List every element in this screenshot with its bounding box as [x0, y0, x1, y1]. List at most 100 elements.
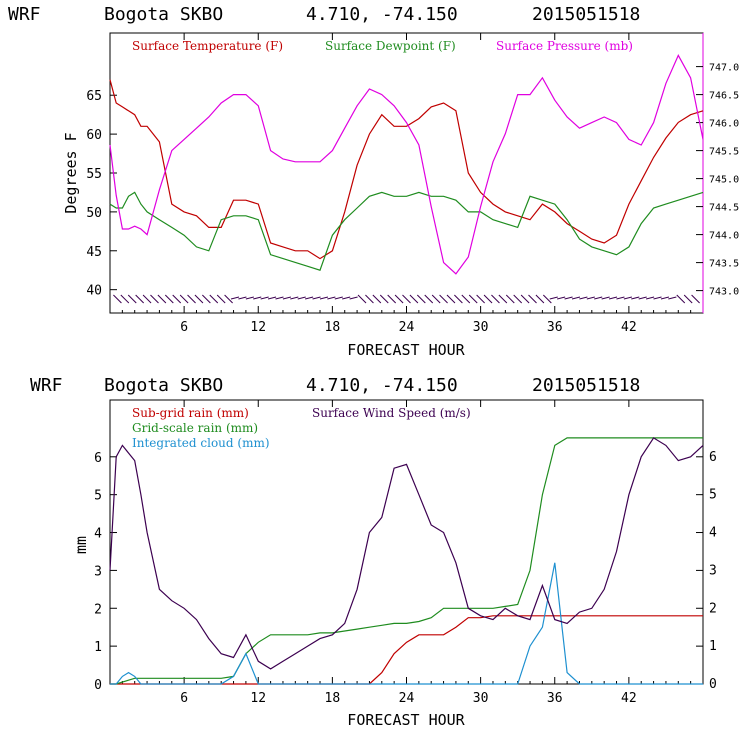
chart-1-series: [109, 54, 704, 275]
chart-2-y2tick-label: 3: [709, 563, 717, 578]
wind-barb: [365, 294, 374, 304]
series-cloud-line: [110, 562, 703, 685]
chart-2-y2tick-label: 2: [709, 601, 717, 616]
wind-barb: [491, 294, 500, 304]
wind-barb: [631, 296, 640, 300]
chart-1-xtick-label: 6: [180, 320, 188, 335]
chart-2-legend: Sub-grid rain (mm) Surface Wind Speed (m…: [132, 406, 471, 450]
wind-barb: [483, 294, 493, 304]
wind-barb: [297, 296, 306, 300]
wind-barb: [113, 294, 122, 304]
wind-barb: [528, 294, 537, 304]
wind-barb: [290, 296, 299, 300]
series-wind-speed-line: [109, 437, 704, 670]
chart-1-model-label: WRF: [8, 4, 41, 25]
chart-2-xtick-label: 24: [399, 691, 415, 706]
chart-2-coords-label: 4.710, -74.150: [306, 375, 458, 396]
chart-1-ytick-label: 60: [86, 128, 102, 143]
wind-barb: [172, 294, 182, 304]
series-temperature-line: [109, 79, 704, 260]
chart-1-y2tick-label: 744.5: [709, 203, 739, 214]
wind-barb: [209, 294, 219, 304]
chart-2-x-tick-labels: 6 12 18 24 30 36 42: [180, 691, 636, 706]
wind-barb: [424, 294, 434, 304]
wind-barb: [253, 296, 262, 300]
chart-2-y2tick-label: 5: [709, 488, 717, 503]
wind-barb: [402, 294, 411, 304]
chart-2-xtick-label: 18: [325, 691, 341, 706]
wind-barb: [379, 294, 389, 304]
wind-barb: [431, 294, 441, 304]
chart-2-ytick-label: 4: [94, 527, 102, 542]
wind-barb: [513, 294, 523, 304]
chart-1-ytick-label: 45: [86, 245, 102, 260]
wind-barb: [327, 296, 336, 300]
chart-1-y2tick-label: 743.5: [709, 259, 739, 270]
wind-barb: [549, 296, 558, 300]
chart-1-station-label: Bogota SKBO: [104, 4, 223, 25]
wind-barb: [468, 294, 478, 304]
chart-2-run-label: 2015051518: [532, 375, 640, 396]
wind-barb: [224, 294, 233, 304]
chart-2-ytick-label: 3: [94, 564, 102, 579]
wind-barb: [342, 296, 351, 300]
chart-2-xtick-label: 30: [473, 691, 489, 706]
chart-2-model-label: WRF: [30, 375, 63, 396]
wind-barb: [454, 294, 463, 304]
chart-2-y2tick-label: 0: [709, 677, 717, 692]
chart-2-ytick-label: 0: [94, 678, 102, 693]
chart-2-xtick-label: 36: [547, 691, 563, 706]
wind-barb: [601, 296, 610, 300]
chart-2-y2tick-label: 4: [709, 526, 717, 541]
chart-1-y2tick-label: 744.0: [709, 231, 739, 242]
wind-barb: [461, 294, 471, 304]
wind-barb: [409, 294, 419, 304]
wind-barb: [676, 294, 686, 304]
chart-1-y2tick-label: 747.0: [709, 63, 739, 74]
wind-barb: [542, 294, 552, 304]
wind-barb: [372, 294, 382, 304]
wind-barb: [157, 294, 167, 304]
chart-2-ytick-label: 2: [94, 602, 102, 617]
legend-temperature: Surface Temperature (F): [132, 39, 283, 53]
legend-pressure: Surface Pressure (mb): [496, 39, 633, 53]
chart-1-x-axis-title: FORECAST HOUR: [347, 341, 465, 359]
chart-2-station-label: Bogota SKBO: [104, 375, 223, 396]
legend-dewpoint: Surface Dewpoint (F): [325, 39, 456, 53]
series-gridscale-rain-line: [110, 437, 703, 685]
wind-barb: [305, 296, 314, 300]
legend-gridscale-rain: Grid-scale rain (mm): [132, 421, 258, 435]
wind-barb: [645, 296, 655, 300]
wind-barb: [638, 296, 647, 300]
chart-1-coords-label: 4.710, -74.150: [306, 4, 458, 25]
wind-barb: [334, 296, 343, 300]
chart-2-ytick-label: 1: [94, 640, 102, 655]
chart-2-ytick-label: 5: [94, 489, 102, 504]
wind-barb: [520, 294, 530, 304]
wind-barb: [275, 296, 284, 300]
wind-barb: [594, 296, 603, 300]
chart-2-ytick-label: 6: [94, 451, 102, 466]
wind-barb: [150, 294, 159, 304]
legend-cloud: Integrated cloud (mm): [132, 436, 270, 450]
chart-1-x-tick-labels: 6 12 18 24 30 36 42: [180, 320, 636, 335]
chart-2-xtick-label: 42: [621, 691, 637, 706]
chart-1-xtick-label: 30: [473, 320, 489, 335]
wind-barb: [608, 296, 618, 300]
wind-barb: [135, 294, 145, 304]
wind-barb: [416, 294, 426, 304]
wind-barb: [127, 294, 137, 304]
chart-1-xtick-label: 12: [250, 320, 266, 335]
wind-barb: [571, 296, 581, 300]
series-pressure-line: [109, 54, 704, 275]
wind-barb: [446, 294, 456, 304]
wind-barb: [260, 296, 269, 300]
chart-1-header: WRF Bogota SKBO 4.710, -74.150 201505151…: [8, 4, 640, 25]
wind-barb: [586, 296, 595, 300]
chart-2-header: WRF Bogota SKBO 4.710, -74.150 201505151…: [30, 375, 640, 396]
chart-1-y2tick-label: 746.5: [709, 91, 739, 102]
chart-2-y2-tick-labels: 0 1 2 3 4 5 6: [709, 450, 717, 692]
chart-1-xtick-label: 42: [621, 320, 637, 335]
chart-1-run-label: 2015051518: [532, 4, 640, 25]
chart-2-y-tick-labels: 0 1 2 3 4 5 6: [94, 451, 102, 693]
